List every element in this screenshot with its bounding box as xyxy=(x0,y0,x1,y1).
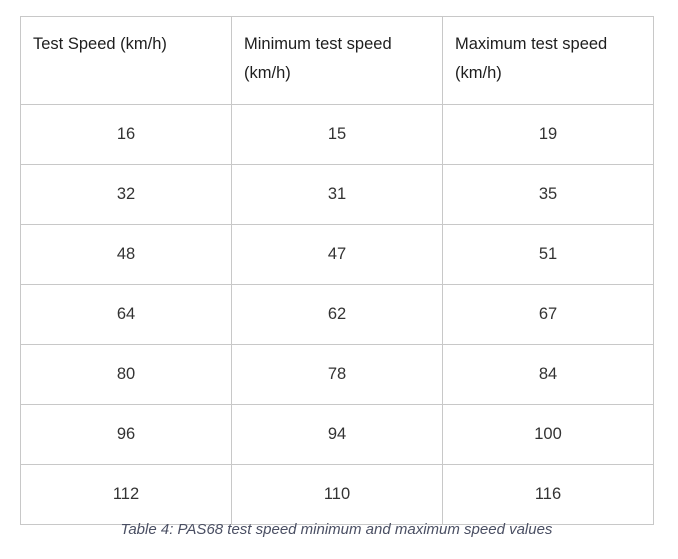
table-row: 64 62 67 xyxy=(20,284,654,345)
cell-test-speed: 16 xyxy=(20,104,232,165)
header-test-speed: Test Speed (km/h) xyxy=(20,16,232,105)
speed-table: Test Speed (km/h) Minimum test speed (km… xyxy=(20,16,654,525)
cell-test-speed: 48 xyxy=(20,224,232,285)
cell-maximum-speed: 51 xyxy=(442,224,654,285)
cell-maximum-speed: 84 xyxy=(442,344,654,405)
table-row: 16 15 19 xyxy=(20,104,654,165)
cell-test-speed: 80 xyxy=(20,344,232,405)
table-row: 96 94 100 xyxy=(20,404,654,465)
table-caption: Table 4: PAS68 test speed minimum and ma… xyxy=(120,521,553,538)
cell-minimum-speed: 62 xyxy=(231,284,443,345)
cell-minimum-speed: 110 xyxy=(231,464,443,525)
cell-minimum-speed: 78 xyxy=(231,344,443,405)
header-minimum-test-speed: Minimum test speed (km/h) xyxy=(231,16,443,105)
speed-table-container: Test Speed (km/h) Minimum test speed (km… xyxy=(20,16,654,525)
header-maximum-test-speed: Maximum test speed (km/h) xyxy=(442,16,654,105)
cell-minimum-speed: 31 xyxy=(231,164,443,225)
cell-minimum-speed: 15 xyxy=(231,104,443,165)
table-row: 80 78 84 xyxy=(20,344,654,405)
cell-maximum-speed: 100 xyxy=(442,404,654,465)
cell-maximum-speed: 116 xyxy=(442,464,654,525)
cell-test-speed: 112 xyxy=(20,464,232,525)
table-row: 112 110 116 xyxy=(20,464,654,525)
cell-minimum-speed: 94 xyxy=(231,404,443,465)
cell-test-speed: 96 xyxy=(20,404,232,465)
cell-test-speed: 32 xyxy=(20,164,232,225)
cell-test-speed: 64 xyxy=(20,284,232,345)
table-row: 32 31 35 xyxy=(20,164,654,225)
cell-maximum-speed: 19 xyxy=(442,104,654,165)
table-row: 48 47 51 xyxy=(20,224,654,285)
cell-minimum-speed: 47 xyxy=(231,224,443,285)
table-header-row: Test Speed (km/h) Minimum test speed (km… xyxy=(20,16,654,105)
cell-maximum-speed: 35 xyxy=(442,164,654,225)
cell-maximum-speed: 67 xyxy=(442,284,654,345)
